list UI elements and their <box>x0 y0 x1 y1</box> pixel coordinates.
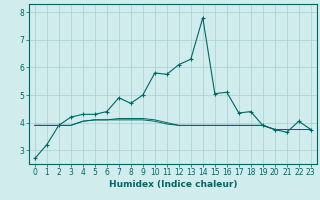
X-axis label: Humidex (Indice chaleur): Humidex (Indice chaleur) <box>108 180 237 189</box>
